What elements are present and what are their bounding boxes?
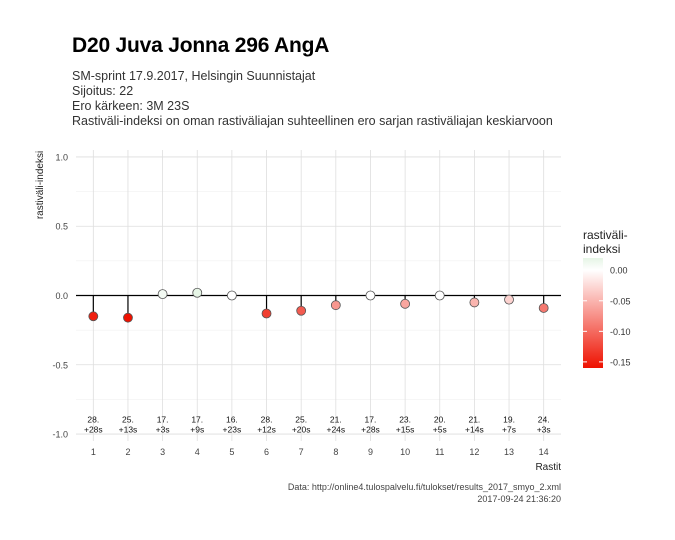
- color-legend: rastiväli-indeksi 0.00 -0.05 -0.10 -0.15: [583, 228, 631, 368]
- y-tick-label: 1.0: [55, 152, 68, 162]
- legend-title: rastiväli-: [583, 228, 628, 242]
- annotation-rank: 24.: [538, 414, 550, 424]
- annotation-diff: +14s: [465, 424, 484, 434]
- x-tick-label: 9: [368, 447, 373, 457]
- data-points: [88, 287, 549, 323]
- data-point: [157, 289, 168, 300]
- annotation-diff: +12s: [257, 424, 276, 434]
- y-tick-label: -0.5: [52, 360, 68, 370]
- caption-timestamp: 2017-09-24 21:36:20: [477, 494, 561, 504]
- annotation-diff: +7s: [502, 424, 516, 434]
- axis-ticks: -1.0-0.50.00.51.01 2 3 4 5 6 7 8 9 10 11 12 13 14: [52, 152, 548, 457]
- data-point: [365, 290, 376, 301]
- x-tick-label: 6: [264, 447, 269, 457]
- x-tick-label: 7: [299, 447, 304, 457]
- annotation-rank: 19.: [503, 414, 515, 424]
- subtitle-event: SM-sprint 17.9.2017, Helsingin Suunnista…: [72, 69, 316, 83]
- annotation-diff: +15s: [396, 424, 415, 434]
- x-tick-label: 8: [333, 447, 338, 457]
- annotation-rank: 16.: [226, 414, 238, 424]
- x-tick-label: 1: [91, 447, 96, 457]
- annotation-diff: +28s: [361, 424, 380, 434]
- x-tick-label: 12: [469, 447, 479, 457]
- x-tick-label: 3: [160, 447, 165, 457]
- y-tick-label: 0.0: [55, 291, 68, 301]
- annotation-diff: +9s: [190, 424, 204, 434]
- caption-source: Data: http://online4.tulospalvelu.fi/tul…: [287, 482, 561, 492]
- annotation-rank: 17.: [191, 414, 203, 424]
- data-point: [296, 305, 307, 316]
- x-tick-label: 10: [400, 447, 410, 457]
- annotation-rank: 20.: [434, 414, 446, 424]
- x-axis-label: Rastit: [535, 462, 561, 473]
- annotation-diff: +3s: [537, 424, 551, 434]
- data-point: [226, 290, 237, 301]
- y-tick-label: 0.5: [55, 222, 68, 232]
- data-point: [261, 308, 272, 319]
- data-point: [400, 298, 411, 309]
- legend-tick-label: -0.05: [610, 296, 631, 306]
- annotations: 28.+28s25.+13s17.+3s17.+9s16.+23s28.+12s…: [84, 414, 551, 434]
- data-point: [192, 287, 203, 298]
- annotation-rank: 28.: [261, 414, 273, 424]
- data-point: [538, 303, 549, 313]
- annotation-rank: 21.: [330, 414, 342, 424]
- chart-title: D20 Juva Jonna 296 AngA: [72, 34, 330, 57]
- data-point: [123, 312, 133, 323]
- annotation-rank: 25.: [295, 414, 307, 424]
- x-tick-label: 14: [539, 447, 549, 457]
- subtitle-description: Rastiväli-indeksi on oman rastiväliajan …: [72, 114, 553, 128]
- data-point: [88, 311, 99, 322]
- x-tick-label: 2: [125, 447, 130, 457]
- y-tick-label: -1.0: [52, 430, 68, 440]
- legend-tick-label: -0.15: [610, 357, 631, 367]
- legend-tick-label: -0.10: [610, 327, 631, 337]
- x-tick-label: 13: [504, 447, 514, 457]
- legend-colorbar: [583, 258, 603, 368]
- annotation-rank: 21.: [468, 414, 480, 424]
- subtitle-gap: Ero kärkeen: 3M 23S: [72, 99, 190, 113]
- data-point: [469, 297, 480, 308]
- y-axis-label: rastiväli-indeksi: [35, 151, 46, 219]
- annotation-diff: +5s: [433, 424, 447, 434]
- annotation-diff: +20s: [292, 424, 311, 434]
- annotation-diff: +3s: [156, 424, 170, 434]
- annotation-diff: +28s: [84, 424, 103, 434]
- legend-title: indeksi: [583, 242, 620, 256]
- annotation-rank: 28.: [87, 414, 99, 424]
- subtitle-rank: Sijoitus: 22: [72, 84, 134, 98]
- annotation-diff: +23s: [223, 424, 242, 434]
- annotation-diff: +13s: [119, 424, 138, 434]
- annotation-rank: 17.: [365, 414, 377, 424]
- x-tick-label: 11: [435, 447, 444, 457]
- annotation-rank: 17.: [157, 414, 169, 424]
- annotation-rank: 25.: [122, 414, 134, 424]
- grid-lines: [76, 150, 561, 441]
- data-point: [330, 300, 341, 311]
- data-point: [504, 294, 514, 305]
- x-tick-label: 5: [229, 447, 234, 457]
- data-point: [434, 290, 445, 301]
- legend-tick-label: 0.00: [610, 266, 628, 276]
- annotation-rank: 23.: [399, 414, 411, 424]
- x-tick-label: 4: [195, 447, 200, 457]
- annotation-diff: +24s: [326, 424, 345, 434]
